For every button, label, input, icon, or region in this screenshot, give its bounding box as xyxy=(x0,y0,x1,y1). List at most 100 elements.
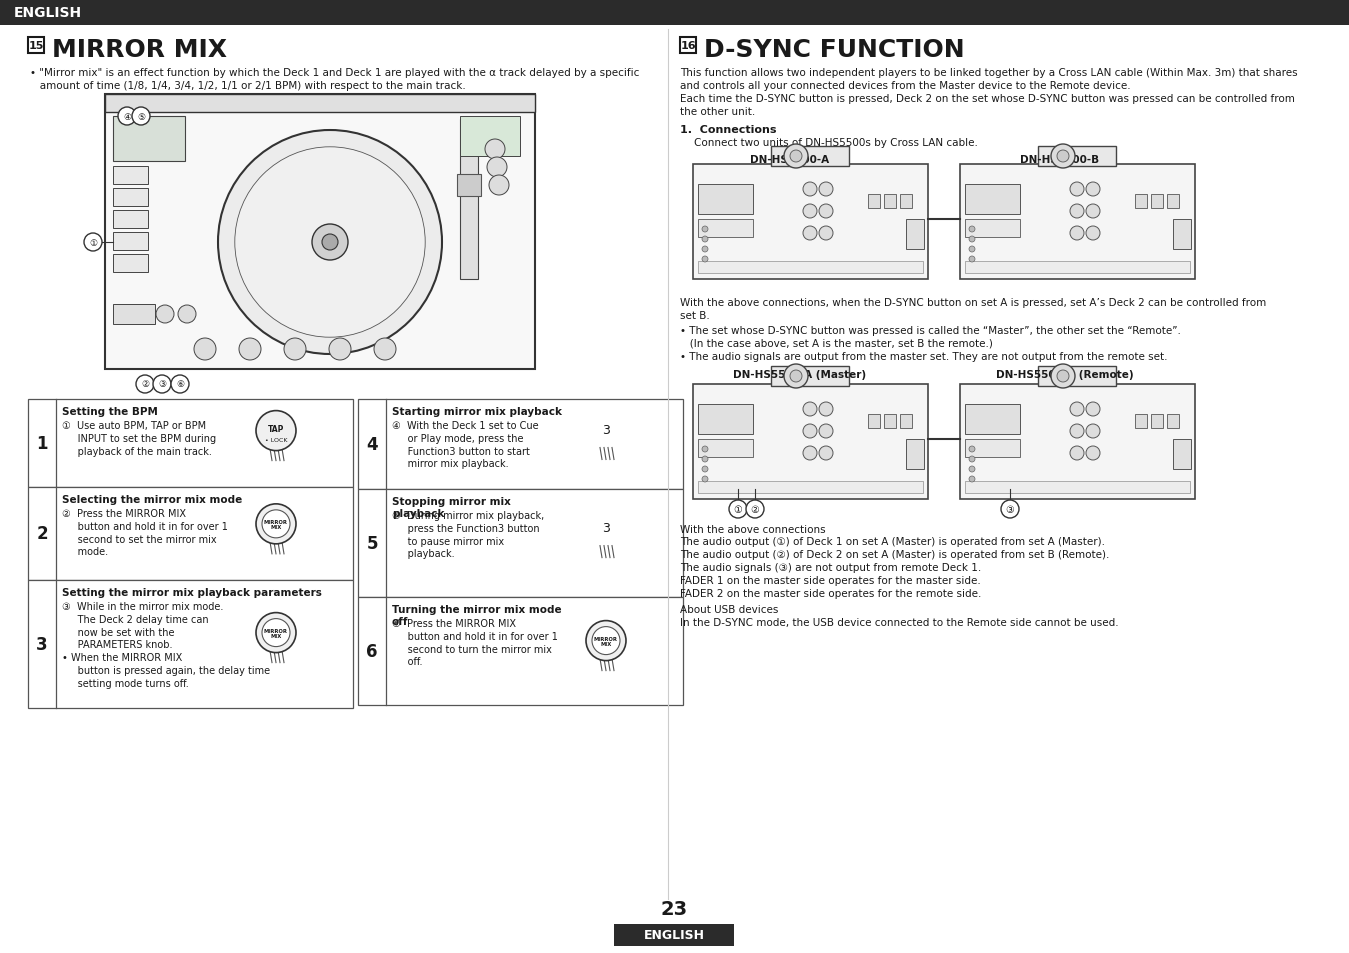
Circle shape xyxy=(791,371,803,382)
Text: The audio output (②) of Deck 2 on set A (Master) is operated from set B (Remote): The audio output (②) of Deck 2 on set A … xyxy=(680,550,1109,559)
Circle shape xyxy=(256,613,295,653)
Text: 16: 16 xyxy=(680,41,696,51)
Text: With the above connections, when the D-SYNC button on set A is pressed, set A’s : With the above connections, when the D-S… xyxy=(680,297,1267,308)
Text: ENGLISH: ENGLISH xyxy=(643,928,704,942)
Circle shape xyxy=(701,227,708,233)
Text: ④  With the Deck 1 set to Cue
     or Play mode, press the
     Function3 button: ④ With the Deck 1 set to Cue or Play mod… xyxy=(393,420,538,469)
Circle shape xyxy=(312,225,348,261)
Ellipse shape xyxy=(592,518,621,538)
Text: Stopping mirror mix
playback: Stopping mirror mix playback xyxy=(393,497,511,518)
Circle shape xyxy=(701,447,708,453)
Bar xyxy=(1151,194,1163,209)
Text: About USB devices: About USB devices xyxy=(680,604,778,615)
Text: The audio output (①) of Deck 1 on set A (Master) is operated from set A (Master): The audio output (①) of Deck 1 on set A … xyxy=(680,537,1105,546)
Circle shape xyxy=(152,375,171,394)
Circle shape xyxy=(488,175,509,195)
Text: 3: 3 xyxy=(602,423,610,436)
Bar xyxy=(1135,415,1147,429)
Text: DN-HS5500-B: DN-HS5500-B xyxy=(1020,154,1099,165)
Bar xyxy=(1151,415,1163,429)
Bar xyxy=(907,439,924,470)
Bar xyxy=(113,305,155,325)
Circle shape xyxy=(1070,183,1085,196)
Bar xyxy=(1174,439,1191,470)
Bar xyxy=(1167,415,1179,429)
Text: In the D-SYNC mode, the USB device connected to the Remote side cannot be used.: In the D-SYNC mode, the USB device conne… xyxy=(680,618,1118,627)
Circle shape xyxy=(701,256,708,263)
Bar xyxy=(697,262,923,274)
Bar xyxy=(460,120,478,280)
Circle shape xyxy=(701,476,708,482)
Text: ⑤: ⑤ xyxy=(138,112,146,121)
Text: This function allows two independent players to be linked together by a Cross LA: This function allows two independent pla… xyxy=(680,68,1298,78)
Circle shape xyxy=(132,108,150,126)
Circle shape xyxy=(156,306,174,324)
Text: 1.  Connections: 1. Connections xyxy=(680,125,777,135)
Text: DN-HS5500-A (Master): DN-HS5500-A (Master) xyxy=(734,370,866,379)
Text: Turning the mirror mix mode
off: Turning the mirror mix mode off xyxy=(393,604,561,627)
Circle shape xyxy=(486,140,505,160)
Circle shape xyxy=(178,306,196,324)
Circle shape xyxy=(969,236,975,243)
Circle shape xyxy=(969,476,975,482)
Bar xyxy=(867,415,880,429)
Text: • "Mirror mix" is an effect function by which the Deck 1 and Deck 1 are played w: • "Mirror mix" is an effect function by … xyxy=(30,68,639,91)
Circle shape xyxy=(969,447,975,453)
Circle shape xyxy=(194,338,216,360)
Bar xyxy=(697,481,923,494)
Circle shape xyxy=(117,108,136,126)
Bar xyxy=(105,95,536,370)
Ellipse shape xyxy=(592,420,621,440)
Text: 23: 23 xyxy=(661,900,688,919)
Circle shape xyxy=(803,402,817,416)
Text: MIX: MIX xyxy=(270,634,282,639)
Text: MIX: MIX xyxy=(600,641,611,646)
Text: ,: , xyxy=(171,380,174,389)
Bar xyxy=(900,415,912,429)
Circle shape xyxy=(1070,227,1085,241)
Text: and controls all your connected devices from the Master device to the Remote dev: and controls all your connected devices … xyxy=(680,81,1130,91)
Circle shape xyxy=(262,618,290,647)
Bar xyxy=(907,220,924,250)
Text: ⑤  During mirror mix playback,
     press the Function3 button
     to pause mir: ⑤ During mirror mix playback, press the … xyxy=(393,511,544,558)
Bar xyxy=(680,38,696,54)
Circle shape xyxy=(585,621,626,661)
Circle shape xyxy=(171,375,189,394)
Circle shape xyxy=(746,500,764,518)
Text: set B.: set B. xyxy=(680,311,710,320)
Circle shape xyxy=(329,338,351,360)
Bar xyxy=(884,194,896,209)
Circle shape xyxy=(969,247,975,253)
Bar xyxy=(113,189,148,207)
Bar xyxy=(1167,194,1179,209)
Circle shape xyxy=(969,467,975,473)
Circle shape xyxy=(1058,151,1068,163)
Circle shape xyxy=(1086,402,1099,416)
Bar xyxy=(1174,220,1191,250)
Circle shape xyxy=(1086,424,1099,438)
Text: • The set whose D-SYNC button was pressed is called the “Master”, the other set : • The set whose D-SYNC button was presse… xyxy=(680,326,1180,335)
Text: ②: ② xyxy=(750,504,759,515)
Bar xyxy=(113,254,148,273)
Text: ②: ② xyxy=(140,380,148,389)
Bar xyxy=(693,385,928,499)
Circle shape xyxy=(487,158,507,178)
Text: DN-HS5500-A: DN-HS5500-A xyxy=(750,154,830,165)
Text: The audio signals (③) are not output from remote Deck 1.: The audio signals (③) are not output fro… xyxy=(680,562,981,573)
Bar xyxy=(965,262,1190,274)
Bar xyxy=(113,211,148,229)
Bar xyxy=(1135,194,1147,209)
Bar xyxy=(105,95,536,112)
Circle shape xyxy=(819,183,832,196)
Text: Each time the D-SYNC button is pressed, Deck 2 on the set whose D-SYNC button wa: Each time the D-SYNC button is pressed, … xyxy=(680,94,1295,104)
Bar xyxy=(772,147,849,167)
Circle shape xyxy=(84,233,103,252)
Text: ②  Press the MIRROR MIX
     button and hold it in for over 1
     second to set: ② Press the MIRROR MIX button and hold i… xyxy=(62,509,228,557)
Bar xyxy=(113,117,185,162)
Text: Connect two units of DN-HS5500s by Cross LAN cable.: Connect two units of DN-HS5500s by Cross… xyxy=(693,138,978,148)
Circle shape xyxy=(701,247,708,253)
Circle shape xyxy=(1070,447,1085,460)
Circle shape xyxy=(1070,402,1085,416)
Circle shape xyxy=(784,145,808,169)
Text: MIRROR: MIRROR xyxy=(594,637,618,641)
